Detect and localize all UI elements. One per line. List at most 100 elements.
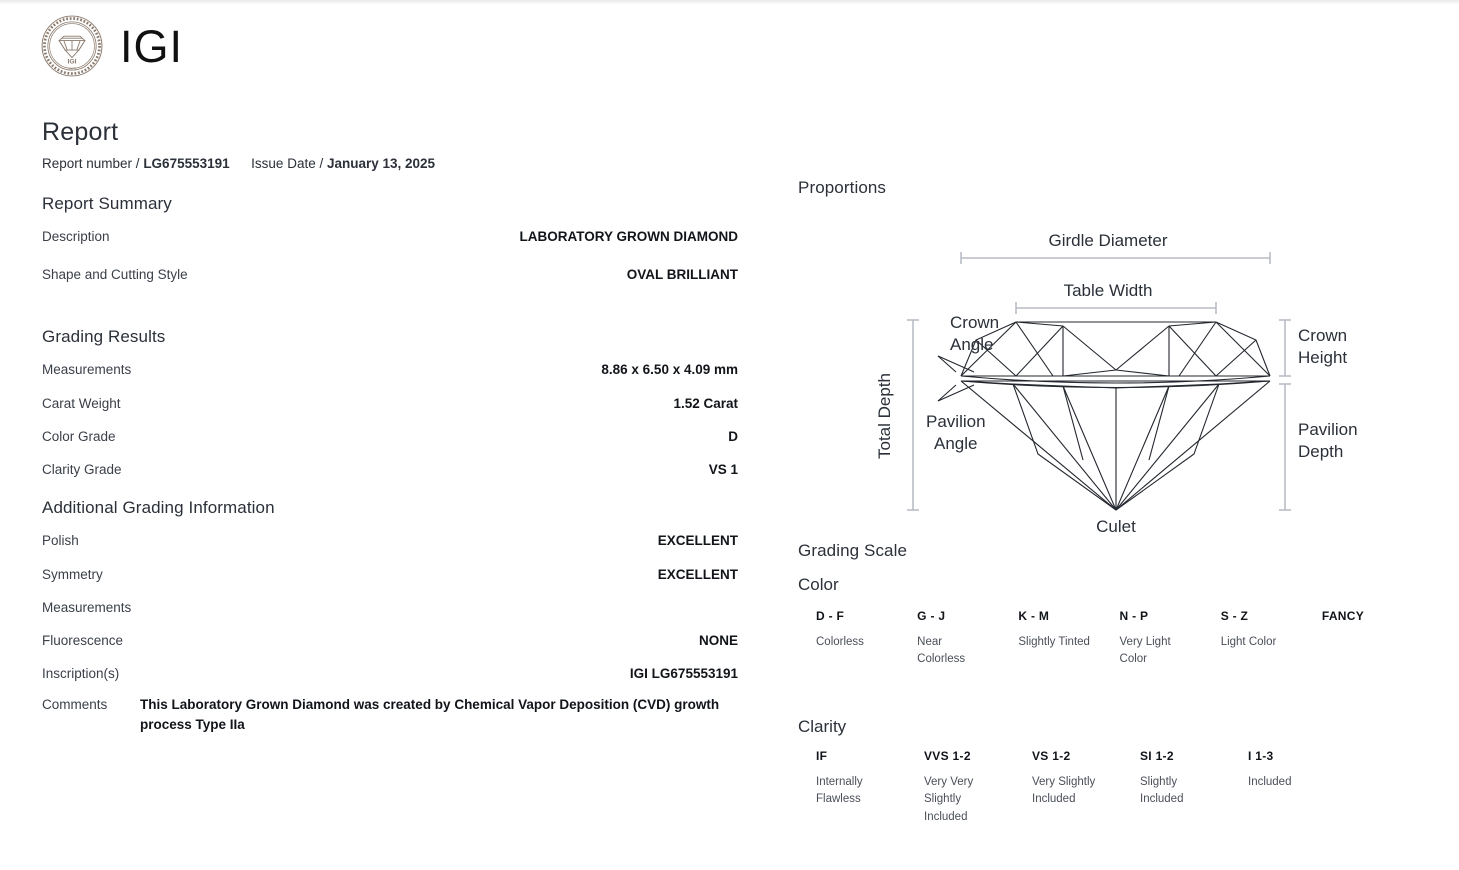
- color-scale-title: Color: [798, 575, 839, 594]
- scale-desc: Near Colorless: [917, 636, 966, 666]
- additional-grading-heading: Additional Grading Information: [42, 498, 275, 518]
- scale-desc: Slightly Included: [1140, 775, 1184, 806]
- culet-label: Culet: [1096, 517, 1136, 536]
- additional-row-comments: Comments This Laboratory Grown Diamond w…: [42, 695, 738, 734]
- color-scale-table: D - F Colorless G - J Near Colorless K -…: [816, 609, 1423, 669]
- row-label: Measurements: [42, 362, 132, 378]
- report-meta: Report number / LG675553191 Issue Date /…: [42, 156, 742, 171]
- scale-desc: Internally Flawless: [816, 775, 863, 806]
- clarity-scale-col-if: IF Internally Flawless: [816, 749, 924, 826]
- scale-code: N - P: [1119, 609, 1149, 623]
- clarity-scale-col-vs: VS 1-2 Very Slightly Included: [1032, 749, 1140, 826]
- clarity-scale-group: Clarity IF Internally Flawless VVS 1-2 V…: [798, 717, 1423, 826]
- color-scale-col-np: N - P Very Light Color: [1120, 609, 1221, 669]
- row-label: Polish: [42, 533, 79, 549]
- summary-row-shape: Shape and Cutting Style OVAL BRILLIANT: [42, 266, 738, 284]
- additional-row-fluorescence: Fluorescence NONE: [42, 632, 738, 650]
- scale-desc: Very Light Color: [1119, 636, 1171, 666]
- additional-row-inscription: Inscription(s) IGI LG675553191: [42, 665, 738, 683]
- girdle-diameter-label: Girdle Diameter: [1048, 231, 1167, 250]
- report-summary-heading: Report Summary: [42, 194, 172, 213]
- row-value: LABORATORY GROWN DIAMOND: [519, 229, 739, 244]
- scale-desc: Colorless: [816, 636, 864, 648]
- total-depth-label: Total Depth: [875, 373, 894, 459]
- grading-results-heading: Grading Results: [42, 327, 166, 347]
- row-label: Color Grade: [42, 428, 116, 444]
- pavilion-angle-label-line1: Pavilion: [926, 412, 986, 431]
- scale-desc: Included: [1248, 775, 1292, 788]
- scale-desc: Slightly Tinted: [1018, 636, 1090, 648]
- clarity-scale-col-si: SI 1-2 Slightly Included: [1140, 749, 1248, 826]
- row-label: Carat Weight: [42, 395, 121, 411]
- color-scale-col-km: K - M Slightly Tinted: [1018, 609, 1119, 669]
- clarity-scale-col-i: I 1-3 Included: [1248, 749, 1356, 826]
- color-scale-col-sz: S - Z Light Color: [1221, 609, 1322, 669]
- scale-code: S - Z: [1220, 609, 1249, 623]
- scale-code: K - M: [1018, 609, 1050, 623]
- report-right-column: Proportions Girdle Diameter Table Width: [798, 178, 1423, 826]
- scale-code: VS 1-2: [1032, 748, 1071, 763]
- igi-seal-icon: IGI 1975: [38, 12, 106, 80]
- row-value: OVAL BRILLIANT: [626, 267, 738, 283]
- total-depth-bracket: [907, 319, 919, 511]
- row-label: Description: [42, 229, 110, 244]
- row-label: Measurements: [42, 599, 132, 615]
- svg-text:1975: 1975: [68, 67, 76, 71]
- row-value: VS 1: [708, 462, 738, 478]
- row-value: 1.52 Carat: [673, 395, 738, 411]
- grading-scale-heading: Grading Scale: [798, 541, 908, 560]
- additional-row-measurements: Measurements: [42, 599, 738, 617]
- grading-row-clarity: Clarity Grade VS 1: [42, 461, 738, 479]
- scale-desc: Very Slightly Included: [1032, 775, 1096, 806]
- report-number-label: Report number /: [42, 156, 140, 171]
- report-left-column: Report Report number / LG675553191 Issue…: [42, 118, 742, 735]
- color-scale-col-gj: G - J Near Colorless: [917, 609, 1018, 669]
- row-label: Comments: [42, 697, 108, 713]
- color-scale-col-fancy: FANCY: [1322, 609, 1423, 669]
- row-label: Shape and Cutting Style: [42, 267, 188, 283]
- row-value: This Laboratory Grown Diamond was create…: [140, 697, 720, 732]
- crown-height-label-line1: Crown: [1298, 326, 1347, 345]
- proportions-heading: Proportions: [798, 178, 887, 197]
- row-value: D: [728, 428, 738, 444]
- crown-angle-label-line2: Angle: [950, 335, 993, 354]
- scale-code: D - F: [816, 609, 845, 623]
- clarity-scale-table: IF Internally Flawless VVS 1-2 Very Very…: [816, 749, 1423, 826]
- crown-height-bracket: [1279, 319, 1291, 377]
- table-width-label: Table Width: [1064, 281, 1153, 300]
- color-scale-group: Color D - F Colorless G - J Near Colorle…: [798, 575, 1423, 669]
- clarity-scale-title: Clarity: [798, 716, 847, 736]
- grading-row-color: Color Grade D: [42, 428, 738, 446]
- igi-wordmark: IGI: [120, 20, 184, 72]
- scale-code: FANCY: [1321, 609, 1365, 623]
- crown-height-label-line2: Height: [1298, 348, 1347, 367]
- row-label: Symmetry: [42, 566, 103, 582]
- row-value: NONE: [698, 632, 738, 648]
- grading-row-measurements: Measurements 8.86 x 6.50 x 4.09 mm: [42, 361, 738, 379]
- row-label: Fluorescence: [42, 632, 124, 648]
- girdle-diameter-bracket: [960, 252, 1271, 264]
- crown-angle-label-line1: Crown: [950, 313, 999, 332]
- pavilion-angle-pointer: [937, 384, 975, 402]
- page-top-edge: [0, 0, 1459, 4]
- diamond-proportions-diagram: Girdle Diameter Table Width Total Depth: [798, 198, 1418, 543]
- igi-logo: IGI 1975 IGI: [38, 12, 183, 80]
- page-title: Report: [42, 118, 119, 146]
- row-value: 8.86 x 6.50 x 4.09 mm: [601, 362, 738, 378]
- issue-date-value: January 13, 2025: [326, 156, 436, 171]
- row-label: Clarity Grade: [42, 462, 122, 478]
- diamond-profile-drawing: [960, 321, 1271, 511]
- pavilion-depth-bracket: [1279, 383, 1291, 511]
- issue-date-label: Issue Date /: [251, 156, 324, 171]
- crown-angle-pointer: [937, 355, 975, 373]
- table-width-bracket: [1015, 302, 1217, 314]
- row-value: EXCELLENT: [657, 533, 738, 549]
- scale-code: I 1-3: [1248, 748, 1274, 763]
- color-scale-col-df: D - F Colorless: [816, 609, 917, 669]
- row-label: Inscription(s): [42, 666, 120, 682]
- scale-code: VVS 1-2: [924, 748, 971, 763]
- additional-row-polish: Polish EXCELLENT: [42, 532, 738, 550]
- pavilion-depth-label-line2: Depth: [1298, 442, 1343, 461]
- report-number-value: LG675553191: [143, 156, 230, 171]
- grading-row-carat: Carat Weight 1.52 Carat: [42, 395, 738, 413]
